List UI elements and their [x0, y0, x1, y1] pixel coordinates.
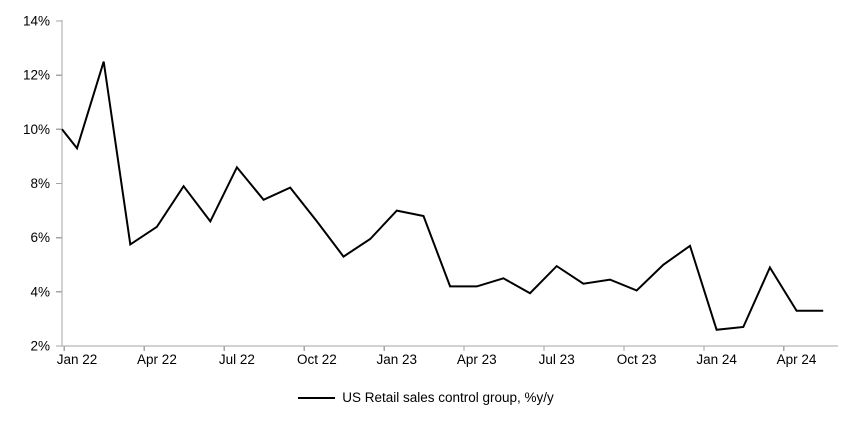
x-axis-label: Jul 22 [219, 352, 255, 367]
chart-legend: US Retail sales control group, %y/y [0, 390, 852, 405]
y-axis-label: 6% [30, 230, 50, 245]
y-axis-label: 4% [30, 284, 50, 299]
y-axis-label: 10% [23, 122, 50, 137]
y-axis-label: 2% [30, 339, 50, 354]
x-axis-label: Apr 24 [777, 352, 817, 367]
data-line-retail-sales [61, 61, 824, 331]
y-axis-label: 12% [23, 68, 50, 83]
x-axis-label: Apr 22 [137, 352, 177, 367]
y-axis-label: 14% [23, 14, 50, 29]
x-axis-label: Oct 22 [297, 352, 337, 367]
y-axis-label: 8% [30, 176, 50, 191]
x-axis-label: Apr 23 [457, 352, 497, 367]
x-axis-label: Jan 22 [57, 352, 98, 367]
legend-line-swatch [298, 396, 336, 399]
x-axis-label: Oct 23 [617, 352, 657, 367]
legend-label: US Retail sales control group, %y/y [342, 390, 554, 405]
x-axis-label: Jul 23 [539, 352, 575, 367]
x-axis-label: Jan 24 [696, 352, 737, 367]
x-axis-label: Jan 23 [377, 352, 418, 367]
